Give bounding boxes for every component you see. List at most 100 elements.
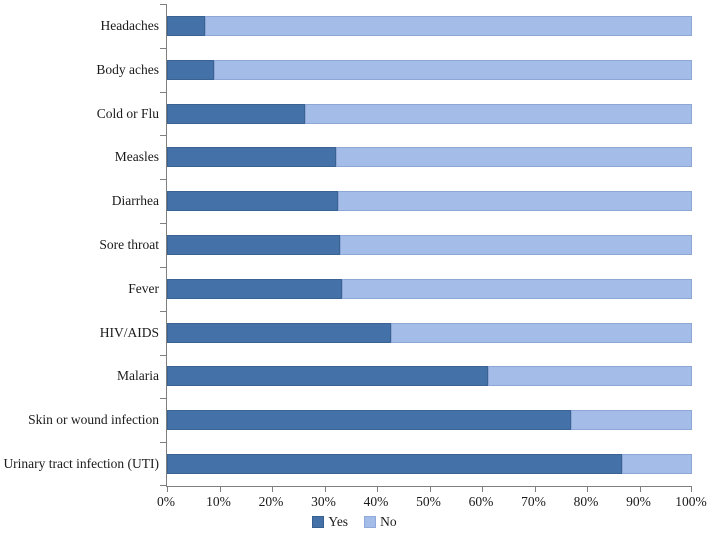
x-tick-label: 0% xyxy=(157,494,175,509)
stacked-bar xyxy=(167,366,692,387)
bar-segment-yes xyxy=(167,322,392,343)
bar-segment-no xyxy=(488,366,692,387)
y-axis-tick xyxy=(160,223,166,225)
legend-item-no: No xyxy=(364,514,397,530)
stacked-bar xyxy=(167,454,692,475)
y-axis-tick xyxy=(160,91,166,93)
category-label: HIV/AIDS xyxy=(99,324,159,340)
stacked-bar xyxy=(167,15,692,36)
x-axis-tick xyxy=(534,487,536,492)
x-axis-tick xyxy=(324,487,326,492)
category-label: Cold or Flu xyxy=(96,105,159,121)
bar-segment-yes xyxy=(167,147,337,168)
y-axis-tick xyxy=(160,179,166,181)
category-axis: Headaches Body aches Cold or Flu Measles Dia… xyxy=(0,4,159,486)
chart-row xyxy=(167,398,692,442)
legend-label-yes: Yes xyxy=(328,514,349,529)
x-axis-tick xyxy=(272,487,273,492)
stacked-bar xyxy=(167,278,692,299)
stacked-bar xyxy=(167,410,692,431)
x-axis-tick xyxy=(482,487,483,492)
bar-segment-yes xyxy=(167,103,306,124)
x-tick-label: 10% xyxy=(206,494,231,509)
x-tick-label: 60% xyxy=(468,494,494,509)
bar-segment-no xyxy=(570,410,692,431)
bar-segment-yes xyxy=(167,278,343,299)
legend-item-yes: Yes xyxy=(312,514,348,530)
bar-segment-no xyxy=(340,234,692,255)
y-axis-tick xyxy=(160,47,166,49)
category-label: Malaria xyxy=(117,368,159,384)
bar-segment-no xyxy=(214,59,692,80)
x-tick-label: 80% xyxy=(573,494,599,509)
chart-row xyxy=(167,179,692,223)
chart-row xyxy=(167,135,692,179)
category-label: Diarrhea xyxy=(111,193,159,209)
category-label: Body aches xyxy=(96,61,159,77)
stacked-bar xyxy=(167,103,692,124)
category-label: Sore throat xyxy=(99,236,159,252)
y-axis-tick xyxy=(160,485,166,486)
x-tick-label: 50% xyxy=(416,494,441,509)
bar-segment-yes xyxy=(167,59,215,80)
chart-row xyxy=(167,267,692,311)
plot-area xyxy=(160,4,692,492)
legend: Yes No xyxy=(0,514,709,530)
y-axis-tick xyxy=(160,310,166,312)
x-axis-tick xyxy=(377,487,378,492)
y-axis-tick xyxy=(160,398,166,400)
stacked-bar xyxy=(167,191,692,212)
bar-segment-no xyxy=(391,322,692,343)
stacked-bar xyxy=(167,322,692,343)
x-tick-label: 90% xyxy=(626,494,651,509)
bar-segment-no xyxy=(621,454,692,475)
bar-segment-yes xyxy=(167,15,205,36)
x-axis-tick xyxy=(691,487,692,492)
y-axis-tick xyxy=(160,135,166,137)
bar-segment-yes xyxy=(167,410,571,431)
chart-row xyxy=(167,442,692,486)
yes-swatch-icon xyxy=(312,516,325,528)
chart-row xyxy=(167,355,692,399)
bar-segment-no xyxy=(342,278,692,299)
x-tick-label: 40% xyxy=(363,494,389,509)
bar-segment-no xyxy=(305,103,692,124)
y-axis-tick xyxy=(160,354,166,356)
bar-segment-yes xyxy=(167,454,622,475)
bar-segment-yes xyxy=(167,234,341,255)
x-tick-label: 70% xyxy=(521,494,546,509)
chart-row xyxy=(167,223,692,267)
bar-segment-no xyxy=(204,15,692,36)
bar-segment-no xyxy=(338,191,692,212)
value-axis: 0% 10% 20% 30% 40% 50% 60% 70% 80% 90% 100% xyxy=(157,494,707,512)
x-tick-label: 20% xyxy=(258,494,284,509)
x-tick-label: 30% xyxy=(311,494,336,509)
category-label: Measles xyxy=(114,149,159,165)
chart-row xyxy=(167,4,692,48)
category-label: Skin or wound infection xyxy=(28,412,159,428)
legend-label-no: No xyxy=(380,514,397,529)
x-axis-tick xyxy=(219,487,221,492)
stacked-bar xyxy=(167,147,692,168)
y-axis-tick xyxy=(160,4,166,5)
y-axis-tick xyxy=(160,266,166,268)
x-axis-tick xyxy=(639,487,641,492)
chart-row xyxy=(167,311,692,355)
bar-segment-yes xyxy=(167,191,339,212)
bar-segment-no xyxy=(336,147,692,168)
category-label: Fever xyxy=(128,280,159,296)
no-swatch-icon xyxy=(364,516,377,528)
x-tick-label: 100% xyxy=(675,494,707,509)
y-axis-tick xyxy=(160,442,166,444)
x-axis-tick xyxy=(587,487,588,492)
chart-row xyxy=(167,48,692,92)
bar-segment-yes xyxy=(167,366,489,387)
x-axis-tick xyxy=(167,487,168,492)
stacked-bar xyxy=(167,59,692,80)
category-label: Urinary tract infection (UTI) xyxy=(3,456,159,472)
chart-row xyxy=(167,92,692,136)
stacked-bar xyxy=(167,234,692,255)
x-axis-tick xyxy=(429,487,431,492)
category-label: Headaches xyxy=(100,17,159,33)
